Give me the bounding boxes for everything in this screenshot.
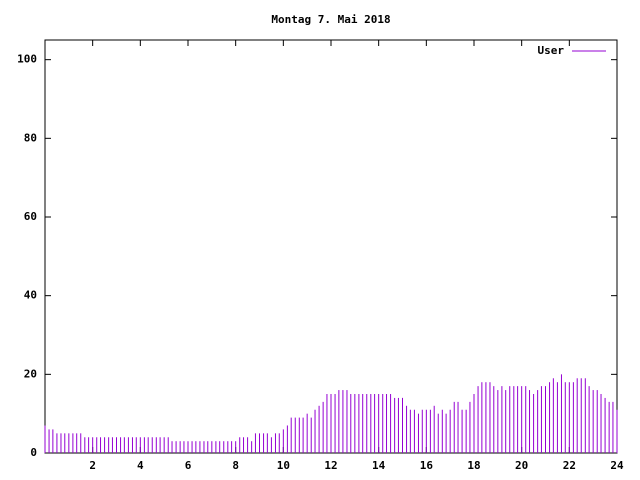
x-tick-label: 4 (137, 459, 144, 472)
x-tick-label: 8 (232, 459, 239, 472)
y-tick-label: 80 (24, 131, 37, 144)
y-tick-label: 0 (30, 446, 37, 459)
x-tick-label: 24 (610, 459, 624, 472)
x-tick-label: 2 (89, 459, 96, 472)
y-tick-label: 60 (24, 210, 37, 223)
x-tick-label: 18 (467, 459, 480, 472)
x-tick-label: 16 (420, 459, 434, 472)
x-tick-label: 10 (277, 459, 290, 472)
x-tick-label: 12 (324, 459, 337, 472)
y-tick-label: 100 (17, 53, 37, 66)
x-tick-label: 14 (372, 459, 386, 472)
y-tick-label: 20 (24, 367, 37, 380)
legend-label: User (538, 44, 565, 57)
x-tick-label: 6 (185, 459, 192, 472)
chart-title: Montag 7. Mai 2018 (271, 13, 390, 26)
y-tick-label: 40 (24, 289, 37, 302)
x-tick-label: 22 (563, 459, 576, 472)
x-tick-label: 20 (515, 459, 528, 472)
